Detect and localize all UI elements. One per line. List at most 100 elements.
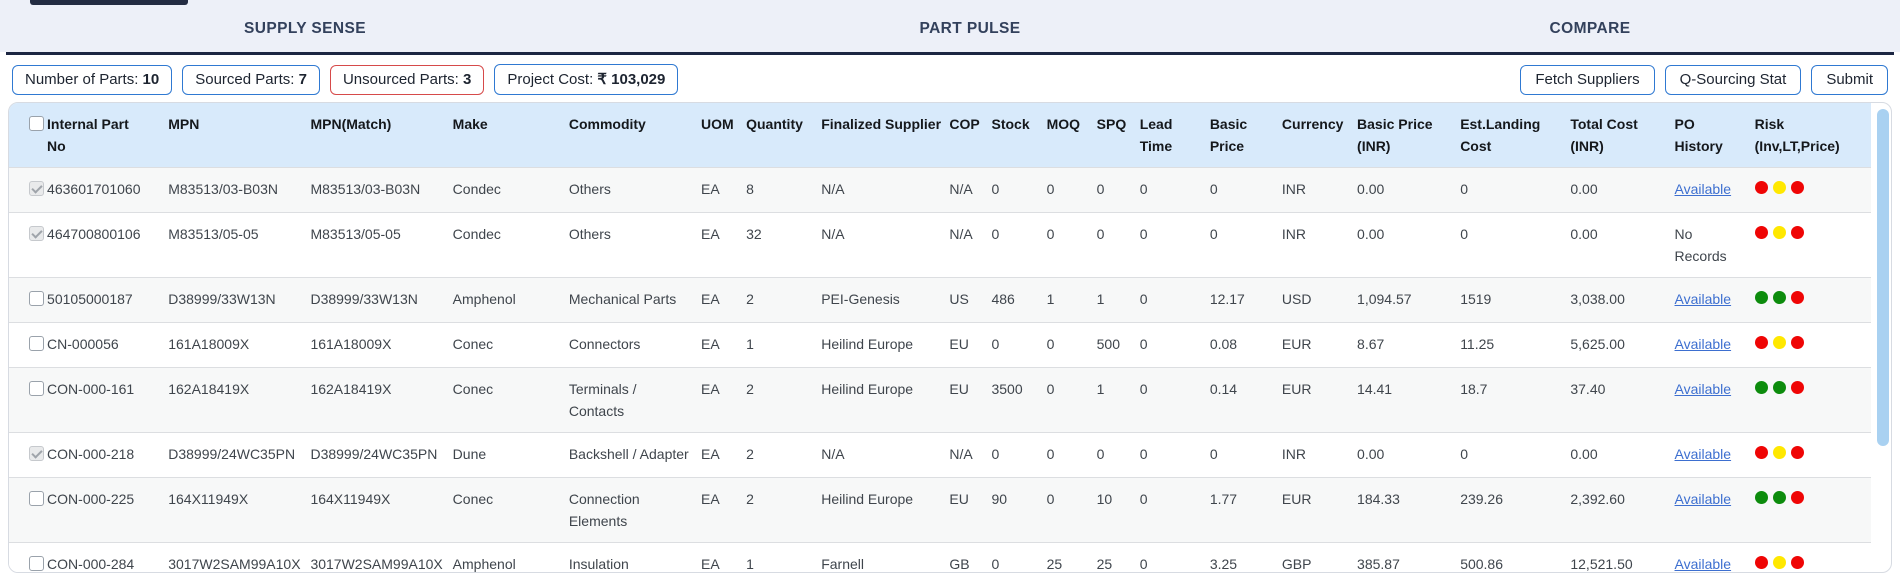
total-cost-inr-cell: 37.40 xyxy=(1570,367,1675,433)
q-sourcing-stat-button[interactable]: Q-Sourcing Stat xyxy=(1664,64,1802,95)
badge-label: Project Cost: xyxy=(507,71,594,88)
basic-price-cell: 0.14 xyxy=(1209,367,1282,433)
top-nav-bar: SUPPLY SENSE PART PULSE COMPARE xyxy=(0,0,1900,52)
badge-label: Unsourced Parts: xyxy=(342,70,459,88)
internal-part-no-cell: 50105000187 xyxy=(47,277,169,323)
column-header-finalized-supplier: Finalized Supplier xyxy=(821,103,950,168)
quantity-cell: 1 xyxy=(746,542,822,572)
po-history-link[interactable]: Available xyxy=(1674,291,1732,307)
internal-part-no-cell: CN-000056 xyxy=(47,322,169,368)
mpn-cell: 164X11949X xyxy=(168,477,311,543)
fetch-suppliers-button[interactable]: Fetch Suppliers xyxy=(1520,64,1655,95)
risk-dot-red xyxy=(1790,181,1804,194)
total-cost-inr-cell: 0.00 xyxy=(1570,212,1675,278)
scrollbar-thumb[interactable] xyxy=(1877,109,1889,446)
po-history-link[interactable]: Available xyxy=(1674,381,1732,397)
row-select-checkbox[interactable] xyxy=(29,556,44,571)
moq-cell: 0 xyxy=(1046,477,1097,543)
risk-dot-green xyxy=(1772,491,1786,504)
select-all-checkbox[interactable] xyxy=(29,116,44,131)
spq-cell: 10 xyxy=(1096,477,1140,543)
basic-price-inr-cell: 14.41 xyxy=(1357,367,1461,433)
quantity-cell: 2 xyxy=(746,432,822,478)
total-cost-inr-cell: 0.00 xyxy=(1570,432,1675,478)
total-cost-inr-cell: 0.00 xyxy=(1570,167,1675,213)
risk-dot-red xyxy=(1754,181,1768,194)
cop-cell: N/A xyxy=(949,167,992,213)
mpn-match-cell: M83513/05-05 xyxy=(310,212,453,278)
finalized-supplier-cell: N/A xyxy=(821,212,950,278)
lead-time-cell: 0 xyxy=(1139,212,1210,278)
parts-table: Internal Part No MPN MPN(Match) Make Commodi… xyxy=(9,103,1871,572)
row-select-checkbox[interactable] xyxy=(29,491,44,506)
mpn-match-cell: M83513/03-B03N xyxy=(310,167,453,213)
moq-cell: 0 xyxy=(1046,367,1097,433)
commodity-cell: Backshell / Adapter xyxy=(568,432,702,478)
internal-part-no-cell: CON-000-161 xyxy=(47,367,169,433)
risk-dot-red xyxy=(1754,446,1768,459)
cop-cell: N/A xyxy=(949,432,992,478)
est-landing-cost-cell: 0 xyxy=(1460,212,1571,278)
row-select-checkbox[interactable] xyxy=(29,336,44,351)
badge-value: ₹ 103,029 xyxy=(597,71,666,88)
po-history-text: No Records xyxy=(1674,226,1727,264)
nav-tab-compare[interactable]: COMPARE xyxy=(1549,19,1631,37)
quantity-cell: 8 xyxy=(746,167,822,213)
finalized-supplier-cell: Heilind Europe xyxy=(821,322,950,368)
mpn-match-cell: D38999/24WC35PN xyxy=(310,432,453,478)
column-header-total-cost-inr: Total Cost (INR) xyxy=(1570,103,1675,168)
lead-time-cell: 0 xyxy=(1139,167,1210,213)
stock-cell: 0 xyxy=(991,322,1047,368)
finalized-supplier-cell: Heilind Europe xyxy=(821,367,950,433)
row-select-checkbox[interactable] xyxy=(29,291,44,306)
basic-price-cell: 12.17 xyxy=(1209,277,1282,323)
po-history-link[interactable]: Available xyxy=(1674,181,1732,197)
column-header-po-history: PO History xyxy=(1674,103,1755,168)
est-landing-cost-cell: 0 xyxy=(1460,167,1571,213)
make-cell: Dune xyxy=(452,432,569,478)
badge-project-cost: Project Cost: ₹ 103,029 xyxy=(494,64,679,95)
po-history-link[interactable]: Available xyxy=(1674,446,1732,462)
nav-tab-supply-sense[interactable]: SUPPLY SENSE xyxy=(244,19,366,37)
po-history-link[interactable]: Available xyxy=(1674,556,1732,572)
vertical-scrollbar[interactable] xyxy=(1877,107,1889,567)
badge-unsourced-parts: Unsourced Parts: 3 xyxy=(329,64,485,95)
uom-cell: EA xyxy=(701,212,747,278)
column-header-make: Make xyxy=(452,103,569,168)
row-select-checkbox[interactable] xyxy=(29,381,44,396)
nav-tab-part-pulse[interactable]: PART PULSE xyxy=(919,19,1021,37)
submit-button[interactable]: Submit xyxy=(1811,64,1888,95)
quantity-cell: 2 xyxy=(746,367,822,433)
basic-price-cell: 0 xyxy=(1209,212,1282,278)
column-header-risk: Risk (Inv,LT,Price) xyxy=(1754,103,1871,168)
quantity-cell: 32 xyxy=(746,212,822,278)
column-header-basic-price: Basic Price xyxy=(1209,103,1282,168)
est-landing-cost-cell: 500.86 xyxy=(1460,542,1571,572)
finalized-supplier-cell: PEI-Genesis xyxy=(821,277,950,323)
toolbar: Number of Parts: 10 Sourced Parts: 7 Uns… xyxy=(0,55,1900,103)
parts-table-container: Internal Part No MPN MPN(Match) Make Commodi… xyxy=(8,102,1892,573)
internal-part-no-cell: 463601701060 xyxy=(47,167,169,213)
lead-time-cell: 0 xyxy=(1139,277,1210,323)
mpn-cell: M83513/05-05 xyxy=(168,212,311,278)
finalized-supplier-cell: N/A xyxy=(821,167,950,213)
po-history-link[interactable]: Available xyxy=(1674,491,1732,507)
risk-dot-red xyxy=(1790,226,1804,239)
total-cost-inr-cell: 12,521.50 xyxy=(1570,542,1675,572)
row-select-checkbox xyxy=(29,226,44,241)
table-row: CON-000-284 3017W2SAM99A10X 3017W2SAM99A10… xyxy=(9,542,1871,572)
basic-price-inr-cell: 8.67 xyxy=(1357,322,1461,368)
badge-sourced-parts: Sourced Parts: 7 xyxy=(182,64,320,95)
table-header-row: Internal Part No MPN MPN(Match) Make Commodi… xyxy=(9,103,1871,168)
finalized-supplier-cell: Heilind Europe xyxy=(821,477,950,543)
column-header-uom: UOM xyxy=(701,103,747,168)
risk-dot-green xyxy=(1772,291,1786,304)
make-cell: Amphenol xyxy=(452,542,569,572)
table-row: 464700800106 M83513/05-05 M83513/05-05 Cond… xyxy=(9,212,1871,278)
est-landing-cost-cell: 239.26 xyxy=(1460,477,1571,543)
basic-price-cell: 1.77 xyxy=(1209,477,1282,543)
po-history-link[interactable]: Available xyxy=(1674,336,1732,352)
mpn-match-cell: 3017W2SAM99A10X xyxy=(310,542,453,572)
column-header-basic-price-inr: Basic Price (INR) xyxy=(1357,103,1461,168)
basic-price-cell: 0 xyxy=(1209,432,1282,478)
